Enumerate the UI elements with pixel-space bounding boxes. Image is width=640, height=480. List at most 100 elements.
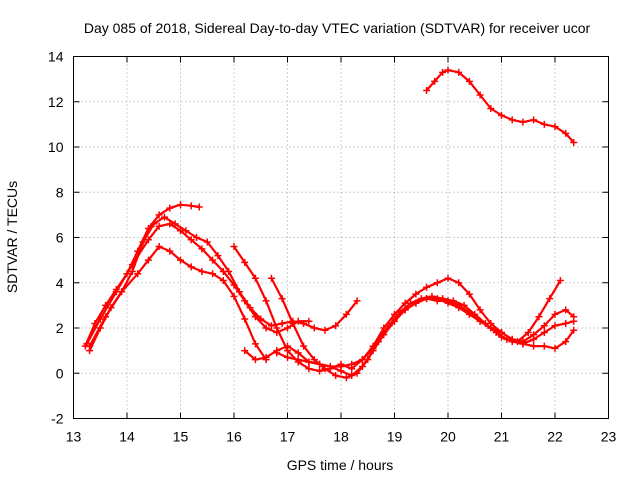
x-tick-label: 13 (66, 429, 82, 445)
data-point (433, 295, 441, 303)
data-point (251, 313, 259, 321)
data-point (535, 313, 543, 321)
data-point (241, 315, 249, 323)
data-point (289, 319, 297, 327)
data-point (551, 123, 559, 131)
data-point (262, 353, 270, 361)
data-point (444, 274, 452, 282)
axis-ticks: 13 14 15 16 17 18 19 20 21 22 23 -2 0 2 4 6 8 10 12 14 (48, 49, 617, 445)
data-point (294, 317, 302, 325)
data-point (96, 315, 104, 323)
data-point (195, 203, 203, 211)
data-point (294, 349, 302, 357)
data-point (508, 116, 516, 124)
data-point (118, 288, 126, 296)
y-tick-label: 10 (48, 139, 64, 155)
data-point (294, 356, 302, 364)
data-point (476, 91, 484, 99)
data-point (487, 324, 495, 332)
series-line (88, 245, 268, 361)
data-point (380, 329, 388, 337)
data-point (241, 258, 249, 266)
data-point (155, 222, 163, 230)
x-tick-label: 17 (280, 429, 296, 445)
data-point (219, 276, 227, 284)
data-point (342, 310, 350, 318)
data-point (570, 317, 578, 325)
data-point (412, 299, 420, 307)
data-point (508, 335, 516, 343)
data-point (519, 118, 527, 126)
x-tick-label: 22 (547, 429, 563, 445)
data-point (251, 356, 259, 364)
data-point (187, 263, 195, 271)
data-point (305, 317, 313, 325)
data-point (353, 369, 361, 377)
data-point (524, 329, 532, 337)
data-point (455, 68, 463, 76)
y-tick-label: 12 (48, 94, 64, 110)
data-point (241, 347, 249, 355)
data-point (455, 279, 463, 287)
data-point (487, 105, 495, 113)
data-point (305, 365, 313, 373)
data-point (230, 243, 238, 251)
data-point (193, 234, 201, 241)
data-point (460, 301, 468, 309)
data-point (214, 252, 222, 260)
series-track-d (86, 243, 270, 364)
data-point (465, 77, 473, 85)
plot-frame (73, 56, 609, 419)
data-point (278, 295, 286, 303)
data-point (310, 324, 318, 332)
data-point (476, 306, 484, 314)
data-point (465, 310, 473, 318)
data-point (187, 202, 195, 210)
data-point (358, 356, 366, 364)
data-point (401, 306, 409, 314)
data-point (267, 322, 275, 330)
data-point (423, 86, 431, 94)
data-point (353, 297, 361, 305)
data-point (316, 367, 324, 375)
data-point (423, 283, 431, 291)
data-point (284, 324, 291, 332)
data-point (267, 274, 275, 282)
series-line (85, 222, 310, 345)
data-point (209, 270, 217, 278)
x-tick-label: 18 (333, 429, 349, 445)
data-point (166, 204, 174, 212)
data-point (273, 324, 281, 332)
y-tick-label: 6 (56, 230, 64, 246)
data-point (177, 256, 184, 264)
data-point (540, 329, 548, 337)
data-point (342, 374, 350, 382)
x-tick-label: 16 (226, 429, 242, 445)
data-point (326, 362, 334, 370)
data-point (433, 279, 441, 287)
y-tick-label: 8 (56, 184, 64, 200)
data-point (139, 238, 147, 246)
data-point (305, 358, 313, 366)
data-point (160, 213, 168, 221)
data-point (498, 329, 505, 337)
data-point (546, 295, 554, 303)
data-point (166, 220, 174, 228)
data-point (519, 340, 527, 348)
data-point (144, 256, 152, 264)
data-point (449, 297, 457, 305)
data-point (251, 274, 259, 282)
data-point (209, 256, 217, 264)
y-axis-label: SDTVAR / TECUs (4, 181, 20, 293)
data-point (530, 335, 538, 343)
data-point (321, 326, 329, 334)
x-tick-label: 15 (173, 429, 189, 445)
data-point (155, 211, 163, 219)
data-point (219, 267, 227, 275)
data-point (155, 243, 163, 251)
data-point (198, 267, 206, 275)
data-point (102, 313, 110, 321)
data-point (562, 306, 570, 314)
data-point (562, 319, 570, 327)
